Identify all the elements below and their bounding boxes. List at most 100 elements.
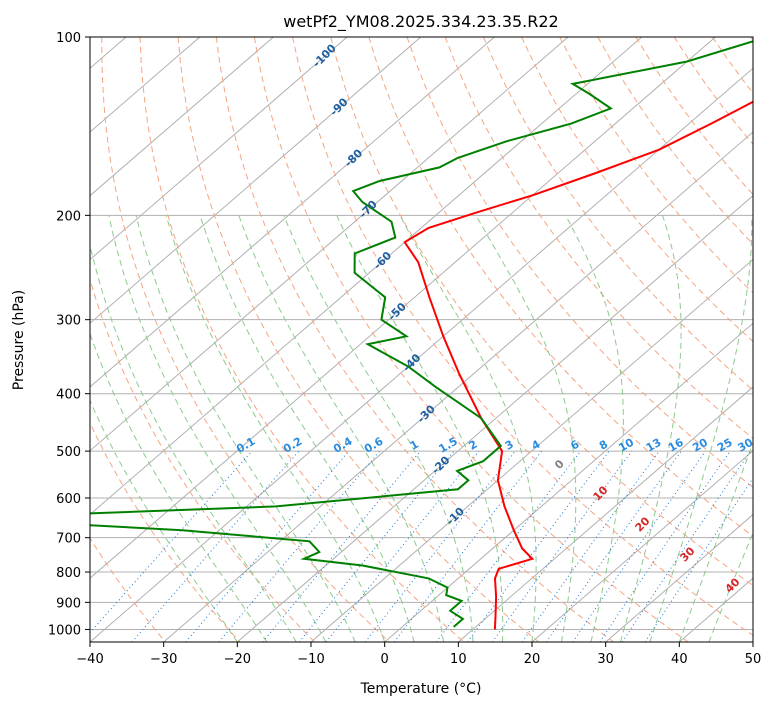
y-tick-label: 400: [56, 388, 81, 403]
dry-adiabat-line: [292, 37, 753, 636]
dry-adiabat-line: [635, 37, 753, 196]
mixing-ratio-line: [325, 450, 480, 642]
moist-adiabat-label: 30: [678, 544, 698, 564]
dry-adiabat-line: [444, 37, 753, 440]
moist-adiabat-line: [678, 441, 753, 642]
isotherm-gridline: [752, 641, 753, 642]
moist-adiabat-label: 20: [633, 514, 653, 534]
mixing-ratio-label: 0.1: [234, 435, 257, 456]
moist-adiabat-line: [283, 215, 474, 642]
moist-adiabat-line: [199, 215, 415, 642]
mixing-ratio-line: [545, 450, 682, 642]
isotherm-gridline: [90, 37, 348, 261]
y-tick-label: 600: [56, 492, 81, 507]
x-tick-label: 50: [745, 652, 762, 667]
mixing-ratio-label: 30: [736, 436, 756, 455]
isotherm-gridline: [90, 67, 753, 642]
dry-adiabat-line: [482, 37, 753, 391]
moist-adiabat-line: [336, 215, 504, 642]
moist-adiabat-line: [649, 215, 753, 642]
mixing-ratio-label: 13: [644, 436, 664, 455]
x-axis-label: Temperature (°C): [360, 681, 482, 697]
isotherm-gridline: [163, 131, 753, 642]
mixing-ratio-label: 3: [503, 438, 516, 453]
x-tick-label: 10: [450, 652, 467, 667]
y-tick-label: 800: [56, 566, 81, 581]
dry-adiabat-line: [559, 37, 753, 294]
isotherm-gridline: [90, 37, 201, 133]
moist-adiabat-label: 0: [552, 457, 567, 472]
x-tick-label: 30: [597, 652, 614, 667]
moist-adiabat-line: [475, 215, 577, 642]
dry-adiabat-line: [253, 37, 689, 642]
mixing-ratio-label: 8: [597, 438, 610, 453]
dry-adiabat-line: [139, 37, 465, 642]
moist-adiabat-line: [90, 399, 238, 642]
dry-adiabat-line: [368, 37, 753, 537]
dewpoint-profile-line: [90, 40, 753, 628]
isotherm-gridline: [457, 386, 753, 642]
x-tick-label: 0: [381, 652, 389, 667]
moist-adiabat-line: [165, 215, 386, 642]
x-tick-label: −30: [150, 652, 177, 667]
isotherm-gridline: [531, 450, 753, 642]
mixing-ratio-label: 1: [408, 438, 421, 453]
y-tick-label: 1000: [48, 623, 81, 638]
mixing-ratio-label: 0.4: [331, 434, 355, 455]
isotherm-gridline: [90, 37, 274, 197]
y-axis: 100 200 300 400 500 600 700 800 900 1000: [48, 31, 90, 638]
plot-area: 0.1 0.2 0.4 0.6 1 1.5 2 3 4 6 8 10 13 16 20 25 30 36-100-…: [90, 37, 775, 642]
mixing-ratio-line: [435, 450, 581, 642]
isotherm-gridline: [236, 195, 753, 642]
y-tick-label: 300: [56, 314, 81, 329]
moist-adiabat-line: [135, 215, 356, 642]
plot-frame: [89, 36, 754, 643]
mixing-ratio-label: 25: [715, 436, 735, 455]
y-tick-label: 700: [56, 532, 81, 547]
y-tick-label: 100: [56, 31, 81, 46]
mixing-ratio-line: [364, 450, 516, 642]
mixing-ratio-label: 2: [466, 438, 479, 453]
chart-title: wetPf2_YM08.2025.334.23.35.R22: [283, 12, 558, 32]
dry-adiabat-line: [90, 421, 241, 642]
dry-adiabat-line: [101, 37, 390, 642]
mixing-ratio-line: [599, 450, 731, 642]
mixing-ratio-label: 6: [568, 437, 581, 452]
y-tick-label: 500: [56, 445, 81, 460]
mixing-ratio-label: 36: [756, 436, 775, 455]
isotherm-gridline: [90, 37, 495, 388]
x-tick-label: −40: [76, 652, 103, 667]
dry-adiabat-label: -100: [310, 41, 339, 70]
dry-adiabat-line: [215, 37, 614, 642]
isotherm-gridline: [90, 37, 422, 324]
mixing-ratio-label: 4: [529, 437, 542, 452]
isotherm-gridline: [90, 37, 716, 579]
dry-adiabat-line: [406, 37, 753, 488]
mixing-ratio-label: 0.2: [281, 435, 304, 456]
moist-adiabat-line: [399, 215, 537, 642]
moist-adiabat-line: [565, 215, 624, 642]
y-tick-label: 900: [56, 596, 81, 611]
dry-adiabat-line: [750, 37, 753, 42]
dry-adiabat-line: [90, 277, 316, 642]
mixing-ratio-line: [644, 477, 753, 642]
moist-adiabat-label: 40: [723, 575, 743, 595]
background-lines: [90, 37, 753, 642]
x-axis: −40 −30 −20 −10 0 10 20 30 40 50: [76, 642, 761, 667]
y-axis-label: Pressure (hPa): [11, 290, 27, 390]
isotherm-gridline: [605, 513, 753, 642]
moist-adiabat-line: [238, 215, 445, 642]
x-tick-label: 20: [524, 652, 541, 667]
x-tick-label: 40: [671, 652, 688, 667]
mixing-ratio-line: [621, 450, 752, 642]
mixing-ratio-line: [298, 450, 455, 642]
mixing-ratio-line: [218, 450, 381, 642]
mixing-ratio-label: 16: [666, 436, 686, 455]
mixing-ratio-line: [572, 450, 706, 642]
isotherm-gridline: [90, 37, 643, 516]
mixing-ratio-line: [262, 450, 421, 642]
mixing-ratio-line: [491, 450, 633, 642]
moist-adiabat-line: [108, 215, 327, 642]
isotherm-gridline: [90, 37, 569, 452]
